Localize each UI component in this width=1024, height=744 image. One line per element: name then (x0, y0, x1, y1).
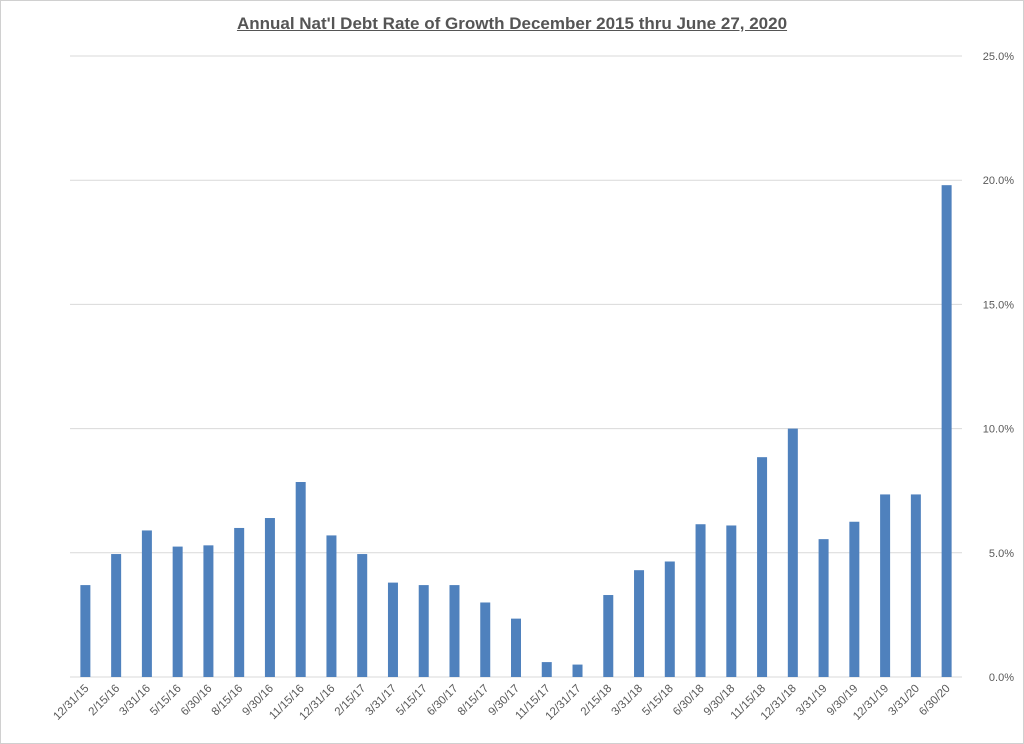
x-tick-label: 3/31/16 (117, 683, 153, 719)
bar (880, 494, 891, 677)
bar (511, 618, 521, 677)
bar (849, 521, 860, 677)
bar (541, 662, 552, 677)
y-tick-label: 25.0% (983, 51, 1014, 63)
bar (234, 527, 245, 677)
bar (695, 524, 706, 677)
x-tick-label: 12/31/15 (51, 683, 91, 723)
x-tick-label: 3/31/20 (886, 683, 922, 719)
bar (757, 457, 768, 677)
bar (480, 602, 491, 677)
bar (326, 535, 337, 677)
y-tick-label: 10.0% (983, 424, 1014, 436)
bar (264, 518, 275, 677)
bar (818, 539, 829, 677)
x-tick-label: 8/15/16 (210, 683, 246, 719)
bar (572, 664, 583, 677)
x-tick-label: 8/15/17 (456, 683, 492, 719)
y-tick-label: 15.0% (983, 299, 1014, 311)
bar (111, 554, 122, 677)
bar (141, 530, 152, 677)
y-tick-label: 20.0% (983, 175, 1014, 187)
x-tick-label: 6/30/18 (671, 683, 707, 719)
bar (726, 525, 737, 677)
bar (910, 494, 921, 677)
x-tick-label: 3/31/17 (363, 683, 399, 719)
bar (203, 545, 214, 677)
x-tick-label: 2/15/16 (87, 683, 123, 719)
x-tick-label: 6/30/16 (179, 683, 215, 719)
x-tick-label: 3/31/18 (610, 683, 646, 719)
x-tick-label: 2/15/17 (333, 683, 369, 719)
chart-title: Annual Nat'l Debt Rate of Growth Decembe… (236, 14, 788, 33)
bar (603, 595, 614, 677)
bar (664, 561, 675, 677)
x-tick-label: 6/30/20 (917, 683, 953, 719)
bar (295, 482, 306, 677)
bar (787, 428, 798, 677)
y-axis-tick-labels: 0.0% 5.0% 10.0% 15.0% 20.0% 25.0% (983, 51, 1014, 684)
bar (634, 570, 645, 677)
x-tick-label: 3/31/19 (794, 683, 830, 719)
bar (449, 585, 460, 677)
x-tick-label: 5/15/16 (148, 683, 184, 719)
bar (172, 546, 183, 677)
x-tick-label: 6/30/17 (425, 683, 461, 719)
bar (80, 585, 91, 677)
x-tick-label: 5/15/18 (640, 683, 676, 719)
y-tick-label: 0.0% (989, 672, 1014, 684)
bars (80, 185, 952, 677)
y-tick-label: 5.0% (989, 548, 1014, 560)
x-tick-label: 2/15/18 (579, 683, 615, 719)
x-axis-tick-labels: 12/31/152/15/163/31/165/15/166/30/168/15… (51, 683, 952, 723)
x-tick-label: 5/15/17 (394, 683, 430, 719)
bar (941, 185, 952, 677)
bar (357, 554, 368, 677)
bar (418, 585, 429, 677)
bar (387, 582, 398, 677)
